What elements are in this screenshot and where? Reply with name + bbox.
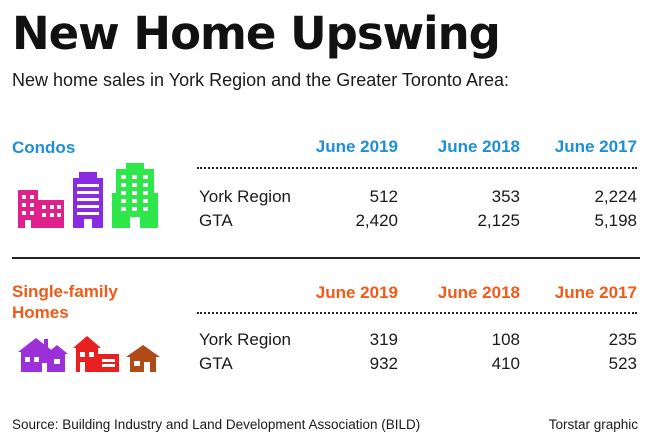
single-family-york-2017: 235 [608, 330, 637, 349]
condos-york-2017: 2,224 [594, 187, 637, 206]
condos-row-label-gta: GTA [199, 211, 233, 230]
single-family-york-2019: 319 [369, 330, 398, 349]
single-family-york-2018: 108 [491, 330, 520, 349]
building-icon [18, 190, 64, 228]
condos-gta-2017: 5,198 [594, 211, 637, 230]
single-family-gta-2017: 523 [608, 354, 637, 373]
single-family-gta-2018: 410 [491, 354, 520, 373]
condos-col-head-1: June 2019 [315, 137, 398, 156]
credit-note: Torstar graphic [548, 417, 638, 432]
condos-divider [197, 167, 637, 169]
source-note: Source: Building Industry and Land Devel… [12, 417, 421, 432]
condos-york-2018: 353 [491, 187, 520, 206]
building-icon [112, 163, 158, 228]
single-family-row-label-york: York Region [199, 330, 291, 349]
single-family-col-head-2: June 2018 [437, 283, 520, 302]
house-icon [73, 336, 119, 372]
condos-heading: Condos [12, 138, 76, 157]
condos-york-2019: 512 [369, 187, 398, 206]
condos-gta-2019: 2,420 [355, 211, 398, 230]
page-title: New Home Upswing [12, 7, 501, 60]
single-family-heading-line-1: Single-family [12, 282, 118, 301]
single-family-heading-line-2: Homes [12, 303, 69, 322]
single-family-row-label-gta: GTA [199, 354, 233, 373]
section-divider [12, 257, 640, 259]
house-icon [126, 345, 160, 372]
single-family-heading: Single-family Homes [12, 281, 118, 323]
condos-col-head-2: June 2018 [437, 137, 520, 156]
page-subtitle: New home sales in York Region and the Gr… [12, 70, 509, 90]
single-family-col-head-3: June 2017 [554, 283, 637, 302]
single-family-divider [197, 312, 637, 314]
single-family-col-head-1: June 2019 [315, 283, 398, 302]
house-icon [18, 338, 68, 372]
single-family-gta-2019: 932 [369, 354, 398, 373]
condos-col-head-3: June 2017 [554, 137, 637, 156]
condos-gta-2018: 2,125 [477, 211, 520, 230]
building-icon [73, 172, 103, 228]
condos-row-label-york: York Region [199, 187, 291, 206]
